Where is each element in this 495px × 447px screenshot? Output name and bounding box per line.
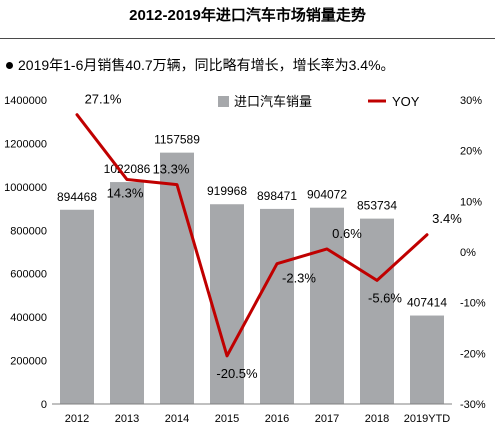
x-tick-label: 2018	[365, 413, 389, 425]
y-left-tick-label: 200000	[10, 356, 47, 368]
title-divider	[0, 38, 495, 39]
y-right-tick-label: 0%	[460, 247, 476, 259]
bar-2016	[260, 208, 294, 404]
yoy-label-2014: 13.3%	[153, 162, 190, 177]
yoy-label-2017: 0.6%	[332, 226, 362, 241]
y-left-tick-label: 800000	[10, 225, 47, 237]
bar-2013	[110, 182, 144, 404]
x-tick-label: 2013	[115, 413, 139, 425]
y-left-tick-label: 1200000	[4, 138, 47, 150]
legend-swatch-bar	[218, 96, 229, 107]
bar-2017	[310, 207, 344, 404]
bar-value-label-2015: 919968	[207, 184, 247, 198]
yoy-label-2016: -2.3%	[282, 271, 316, 286]
summary-note-text: 2019年1-6月销售40.7万辆，同比略有增长，增长率为3.4%。	[18, 57, 395, 73]
y-left-tick-label: 0	[41, 399, 47, 411]
y-left-tick-label: 600000	[10, 269, 47, 281]
y-right-tick-label: 10%	[460, 196, 482, 208]
x-tick-label: 2014	[165, 413, 189, 425]
legend-label-bar: 进口汽车销量	[234, 94, 312, 109]
bar-value-label-2017: 904072	[307, 188, 347, 202]
bar-2012	[60, 209, 94, 404]
summary-note: 2019年1-6月销售40.7万辆，同比略有增长，增长率为3.4%。	[6, 55, 395, 75]
y-right-tick-label: -10%	[460, 298, 486, 310]
yoy-label-2012: 27.1%	[85, 92, 122, 107]
x-tick-label: 2016	[265, 413, 289, 425]
y-right-tick-label: -20%	[460, 348, 486, 360]
yoy-line	[75, 113, 429, 358]
chart-title: 2012-2019年进口汽车市场销量走势	[129, 7, 366, 24]
yoy-label-2015: -20.5%	[216, 366, 258, 381]
x-tick-label: 2017	[315, 413, 339, 425]
yoy-label-2019YTD: 3.4%	[432, 211, 462, 226]
y-left-tick-label: 1400000	[4, 95, 47, 107]
yoy-label-2018: -5.6%	[368, 290, 402, 305]
x-tick-label: 2019YTD	[404, 413, 451, 425]
y-left-tick-label: 400000	[10, 312, 47, 324]
bar-value-label-2014: 1157589	[154, 133, 200, 147]
bar-2019YTD	[410, 315, 444, 404]
bar-value-label-2012: 894468	[57, 190, 97, 204]
x-tick-label: 2015	[215, 413, 239, 425]
bar-value-label-2013: 1022086	[104, 162, 151, 176]
y-right-tick-label: -30%	[460, 399, 486, 411]
bar-value-label-2019YTD: 407414	[407, 296, 447, 310]
bar-value-label-2018: 853734	[357, 199, 397, 213]
bar-2015	[210, 204, 244, 404]
y-left-tick-label: 1000000	[4, 182, 47, 194]
bar-2014	[160, 152, 194, 404]
bar-value-label-2016: 898471	[257, 189, 297, 203]
y-right-tick-label: 30%	[460, 95, 482, 107]
legend-label-line: YOY	[392, 94, 420, 109]
x-tick-label: 2012	[65, 413, 89, 425]
yoy-label-2013: 14.3%	[107, 186, 144, 201]
bullet-icon	[6, 61, 13, 69]
y-right-tick-label: 20%	[460, 146, 482, 158]
bar-2018	[360, 218, 394, 404]
